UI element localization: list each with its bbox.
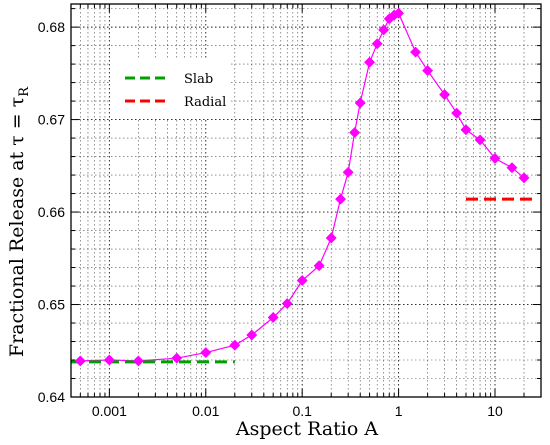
x-tick-label: 1 bbox=[395, 403, 403, 419]
y-tick-label: 0.68 bbox=[38, 19, 65, 35]
legend-label-radial: Radial bbox=[184, 95, 226, 110]
data-point bbox=[354, 97, 366, 109]
data-point bbox=[296, 274, 308, 287]
legend-label-slab: Slab bbox=[184, 72, 213, 87]
x-tick-label: 10 bbox=[487, 403, 503, 419]
legend-box bbox=[110, 60, 230, 118]
data-point bbox=[334, 193, 347, 205]
data-point bbox=[342, 166, 354, 178]
data-point bbox=[489, 152, 501, 164]
tick-labels: 0.001 0.01 0.1 1 10 0.64 0.65 0.66 0.67 0.68 bbox=[38, 19, 503, 419]
legend: Slab Radial bbox=[110, 60, 230, 118]
data-point bbox=[281, 298, 293, 310]
y-tick-label: 0.67 bbox=[38, 112, 65, 128]
y-axis-title: Fractional Release at τ = τR bbox=[6, 86, 32, 357]
x-tick-label: 0.01 bbox=[192, 403, 219, 419]
data-point bbox=[506, 162, 518, 174]
y-tick-label: 0.66 bbox=[38, 204, 65, 220]
plot-frame bbox=[70, 3, 542, 398]
y-tick-label: 0.64 bbox=[38, 389, 65, 405]
data-point bbox=[518, 172, 530, 184]
x-tick-label: 0.001 bbox=[92, 403, 127, 419]
data-point bbox=[246, 329, 258, 341]
x-tick-label: 0.1 bbox=[292, 403, 312, 419]
data-point bbox=[103, 354, 115, 366]
x-axis-title: Aspect Ratio A bbox=[235, 418, 378, 440]
data-point bbox=[267, 311, 279, 324]
data-point bbox=[439, 89, 451, 101]
data-point bbox=[474, 134, 486, 146]
data-point bbox=[393, 7, 405, 19]
data-markers bbox=[74, 7, 530, 367]
y-axis-title-main: Fractional Release at τ = τ bbox=[6, 97, 28, 357]
data-point bbox=[313, 260, 325, 272]
data-point bbox=[74, 355, 86, 367]
data-point bbox=[378, 24, 390, 36]
data-point bbox=[371, 38, 383, 50]
data-point bbox=[200, 347, 212, 359]
data-point bbox=[171, 352, 183, 364]
data-point bbox=[325, 232, 337, 244]
data-point bbox=[349, 126, 361, 139]
data-point bbox=[364, 56, 376, 68]
data-point bbox=[460, 124, 472, 136]
data-point bbox=[132, 355, 144, 367]
data-point bbox=[422, 65, 434, 77]
y-axis-title-subscript: R bbox=[17, 86, 32, 97]
y-tick-label: 0.65 bbox=[38, 297, 65, 313]
data-point bbox=[451, 107, 463, 119]
data-point bbox=[229, 339, 241, 351]
data-point bbox=[410, 46, 422, 58]
